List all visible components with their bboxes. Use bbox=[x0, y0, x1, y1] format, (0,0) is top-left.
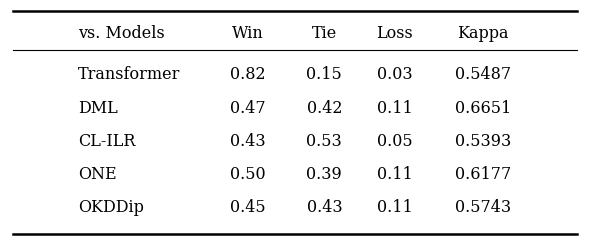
Text: 0.42: 0.42 bbox=[307, 99, 342, 117]
Text: 0.45: 0.45 bbox=[230, 199, 266, 216]
Text: 0.53: 0.53 bbox=[306, 133, 342, 150]
Text: Loss: Loss bbox=[376, 25, 413, 42]
Text: OKDDip: OKDDip bbox=[78, 199, 143, 216]
Text: 0.5743: 0.5743 bbox=[455, 199, 511, 216]
Text: 0.5393: 0.5393 bbox=[455, 133, 511, 150]
Text: 0.5487: 0.5487 bbox=[455, 66, 511, 84]
Text: CL-ILR: CL-ILR bbox=[78, 133, 135, 150]
Text: DML: DML bbox=[78, 99, 117, 117]
Text: 0.11: 0.11 bbox=[377, 99, 412, 117]
Text: 0.43: 0.43 bbox=[230, 133, 266, 150]
Text: 0.39: 0.39 bbox=[306, 166, 342, 183]
Text: 0.6651: 0.6651 bbox=[455, 99, 511, 117]
Text: 0.15: 0.15 bbox=[306, 66, 342, 84]
Text: 0.47: 0.47 bbox=[230, 99, 266, 117]
Text: ONE: ONE bbox=[78, 166, 116, 183]
Text: 0.82: 0.82 bbox=[230, 66, 266, 84]
Text: Tie: Tie bbox=[312, 25, 337, 42]
Text: Kappa: Kappa bbox=[457, 25, 509, 42]
Text: 0.05: 0.05 bbox=[377, 133, 412, 150]
Text: 0.11: 0.11 bbox=[377, 166, 412, 183]
Text: Win: Win bbox=[232, 25, 264, 42]
Text: 0.11: 0.11 bbox=[377, 199, 412, 216]
Text: 0.50: 0.50 bbox=[230, 166, 266, 183]
Text: vs. Models: vs. Models bbox=[78, 25, 165, 42]
Text: 0.43: 0.43 bbox=[307, 199, 342, 216]
Text: 0.03: 0.03 bbox=[377, 66, 412, 84]
Text: 0.6177: 0.6177 bbox=[455, 166, 511, 183]
Text: Transformer: Transformer bbox=[78, 66, 180, 84]
